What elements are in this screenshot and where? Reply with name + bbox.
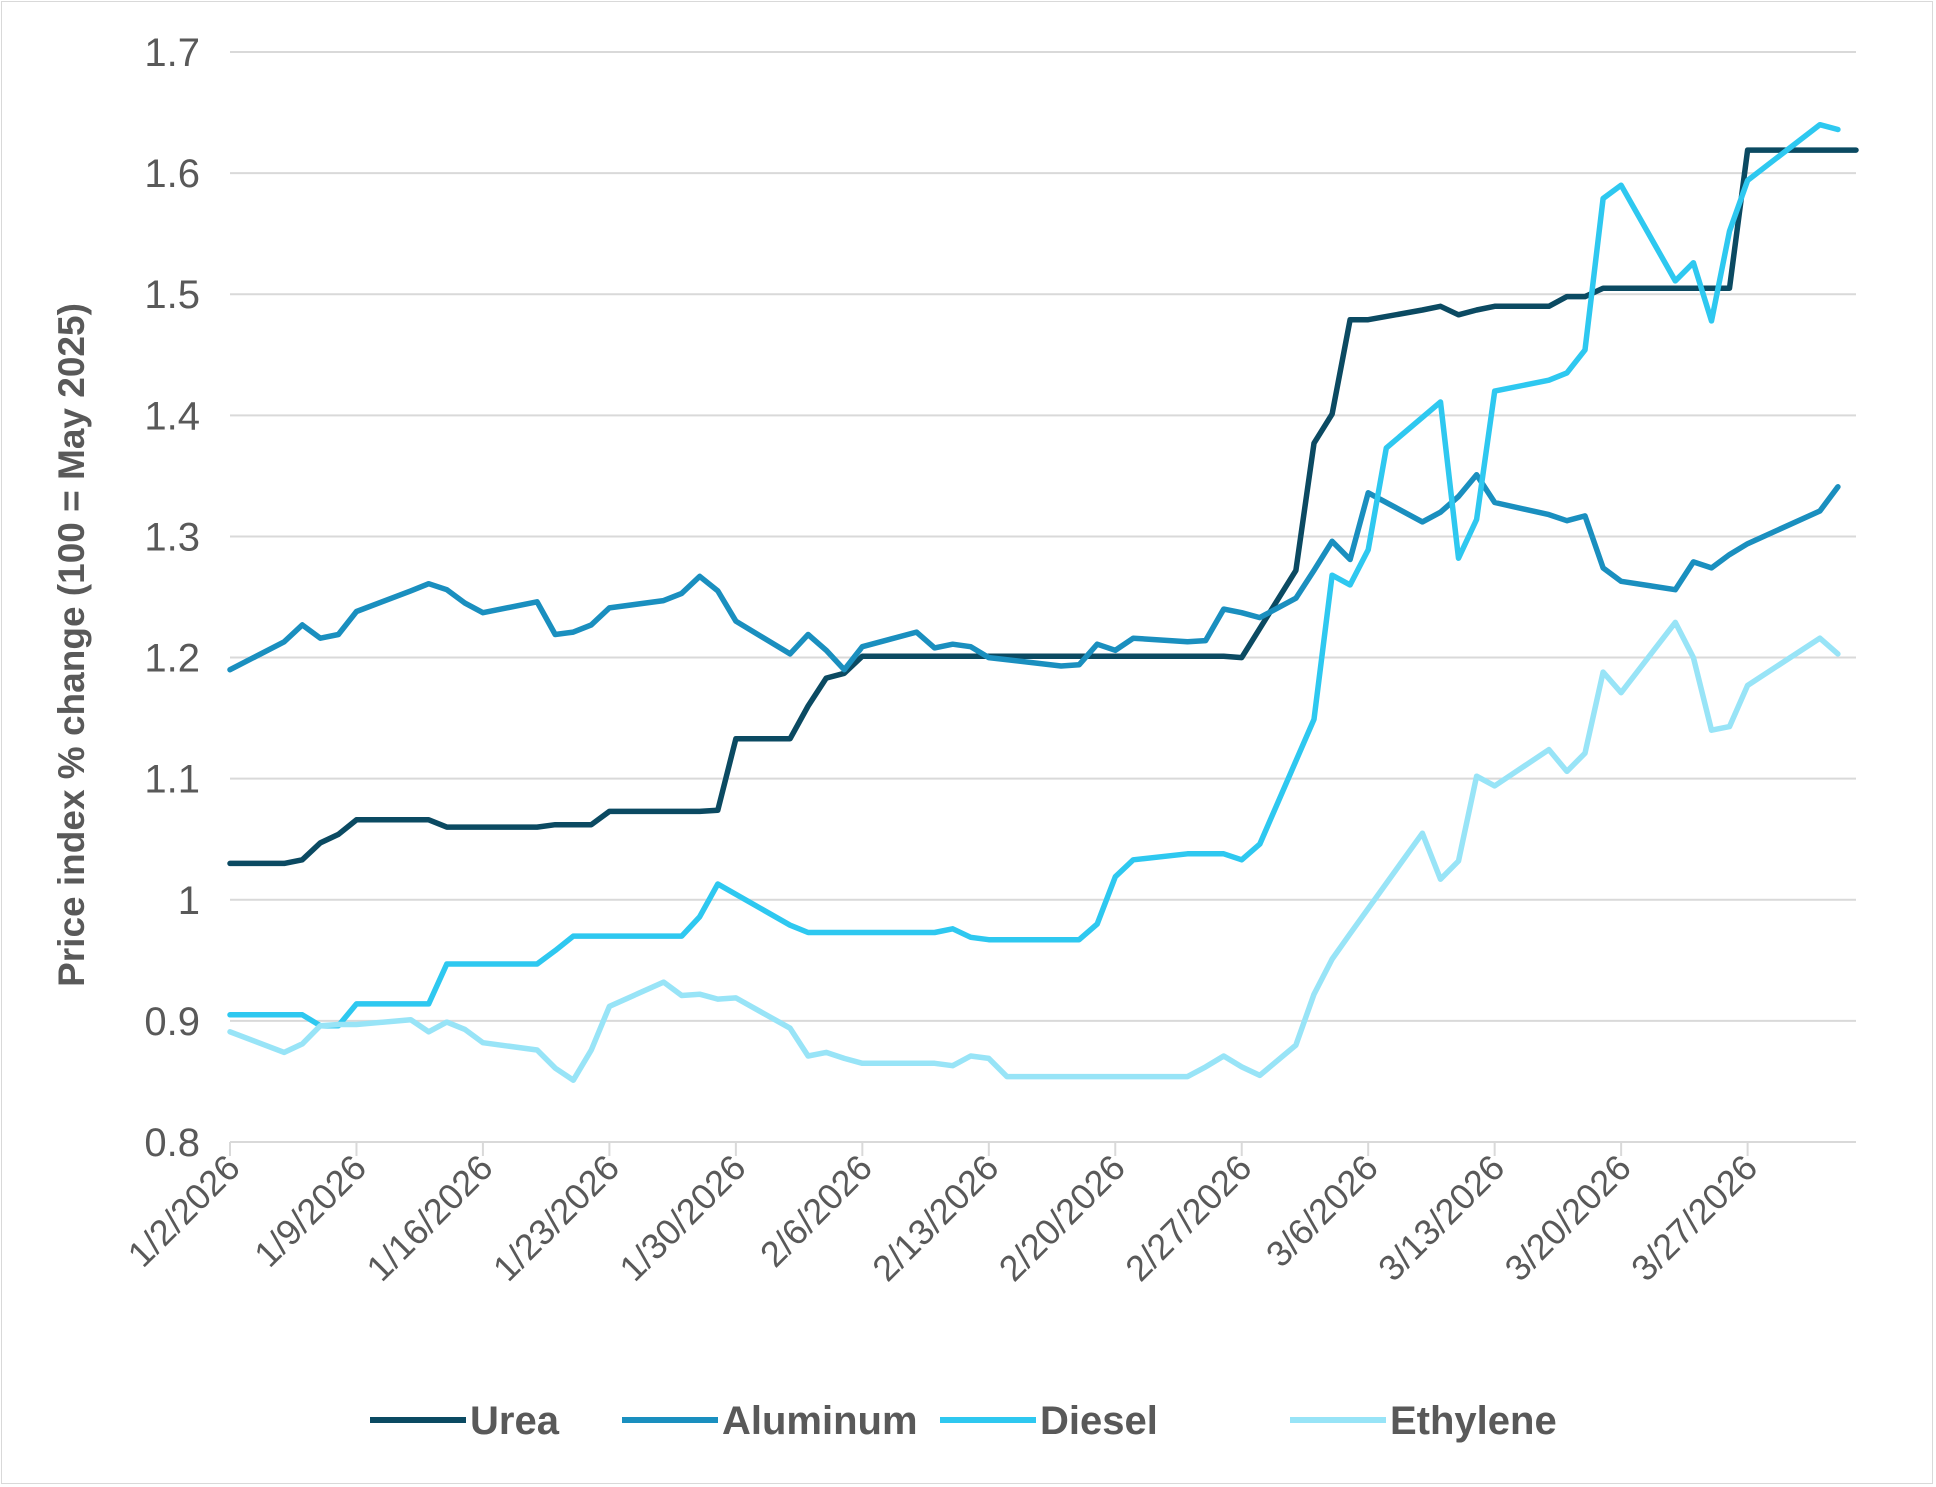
x-tick-label: 3/27/2026 [1623, 1147, 1765, 1289]
y-axis-label: Price index % change (100 = May 2025) [51, 303, 92, 987]
y-tick-label: 1.3 [144, 515, 200, 559]
legend-label-aluminum: Aluminum [722, 1399, 918, 1443]
x-tick-label: 1/9/2026 [246, 1147, 374, 1275]
x-axis: 1/2/20261/9/20261/16/20261/23/20261/30/2… [120, 1141, 1856, 1289]
series-line-urea [227, 147, 1859, 867]
y-tick-label: 1.7 [144, 31, 200, 75]
x-tick-label: 3/13/2026 [1370, 1147, 1512, 1289]
series-lines [227, 121, 1859, 1083]
y-tick-label: 1.5 [144, 273, 200, 317]
y-tick-label: 1.2 [144, 637, 200, 681]
x-tick-label: 2/27/2026 [1117, 1147, 1259, 1289]
legend-label-urea: Urea [470, 1399, 560, 1443]
y-tick-label: 0.8 [144, 1121, 200, 1165]
legend-label-diesel: Diesel [1040, 1399, 1158, 1443]
series-line-aluminum [227, 471, 1841, 673]
x-tick-label: 3/20/2026 [1497, 1147, 1639, 1289]
gridlines [230, 51, 1856, 1022]
x-tick-label: 2/6/2026 [752, 1147, 880, 1275]
x-tick-label: 1/16/2026 [358, 1147, 500, 1289]
x-tick-label: 3/6/2026 [1258, 1147, 1386, 1275]
legend: Urea Aluminum Diesel Ethylene [370, 1399, 1557, 1443]
x-tick-label: 2/13/2026 [864, 1147, 1006, 1289]
legend-label-ethylene: Ethylene [1390, 1399, 1557, 1443]
series-line-ethylene [227, 619, 1841, 1083]
series-line-diesel [227, 121, 1841, 1029]
x-tick-label: 1/2/2026 [120, 1147, 248, 1275]
y-tick-label: 0.9 [144, 1000, 200, 1044]
y-tick-label: 1 [178, 879, 200, 923]
x-tick-label: 1/23/2026 [485, 1147, 627, 1289]
y-tick-label: 1.1 [144, 758, 200, 802]
x-tick-label: 1/30/2026 [611, 1147, 753, 1289]
y-axis-ticks: 0.8 0.9 1 1.1 1.2 1.3 1.4 1.5 1.6 1.7 [144, 31, 200, 1165]
x-tick-label: 2/20/2026 [991, 1147, 1133, 1289]
y-tick-label: 1.6 [144, 152, 200, 196]
y-tick-label: 1.4 [144, 394, 200, 438]
